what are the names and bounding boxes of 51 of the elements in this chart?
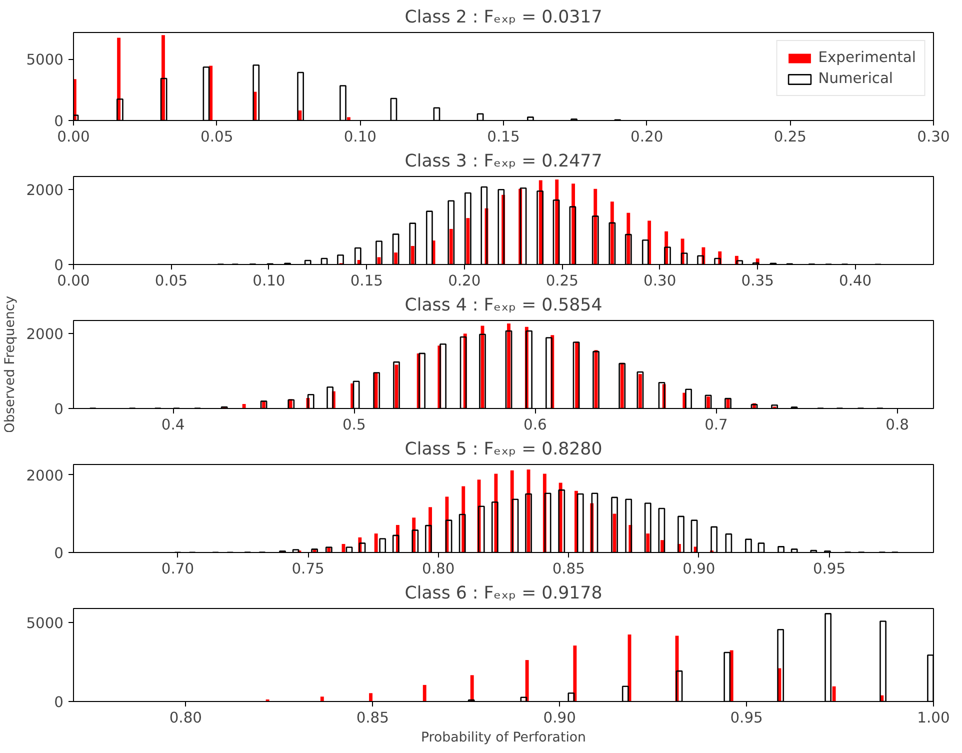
y-tick-label: 0: [54, 113, 64, 130]
legend-label: Numerical: [818, 70, 894, 87]
x-tick-label: 0.40: [839, 272, 872, 290]
y-tick-label: 2000: [26, 467, 64, 484]
x-tick-label: 0.20: [448, 272, 481, 290]
x-tick-label: 0.85: [552, 560, 585, 578]
legend-label: Experimental: [818, 49, 916, 66]
y-tick-label: 0: [54, 401, 64, 418]
chart-title: Class 4 : Fₑₓₚ = 0.5854: [404, 296, 602, 316]
x-tick-label: 0.30: [644, 272, 676, 290]
x-tick-label: 0.95: [730, 710, 763, 726]
x-tick-label: 1.00: [917, 710, 950, 726]
chart-title: Class 3 : Fₑₓₚ = 0.2477: [404, 152, 602, 172]
x-tick-label: 0.10: [344, 128, 376, 146]
x-tick-label: 0.05: [154, 272, 188, 290]
y-tick-label: 0: [54, 545, 64, 562]
x-tick-label: 0.35: [741, 272, 774, 290]
y-tick-label: 2000: [26, 182, 64, 200]
x-tick-label: 0.25: [774, 128, 806, 146]
x-tick-label: 0.5: [342, 416, 366, 434]
y-tick-label: 0: [54, 257, 64, 274]
y-tick-label: 0: [54, 694, 64, 711]
x-axis-title: Probability of Perforation: [420, 730, 586, 746]
x-tick-label: 0.75: [292, 560, 324, 578]
x-tick-label: 0.95: [812, 560, 846, 578]
y-tick-label: 5000: [26, 615, 64, 632]
chart-title: Class 5 : Fₑₓₚ = 0.8280: [404, 440, 602, 460]
y-axis-title: Observed Frequency: [3, 296, 18, 434]
x-tick-label: 0.70: [161, 560, 194, 578]
chart-title: Class 6 : Fₑₓₚ = 0.9178: [404, 584, 602, 604]
y-tick-label: 5000: [26, 52, 64, 69]
y-tick-label: 2000: [26, 326, 64, 344]
x-tick-label: 0.00: [57, 272, 90, 290]
x-tick-label: 0.30: [917, 128, 950, 146]
x-tick-label: 0.7: [704, 416, 728, 434]
x-tick-label: 0.8: [886, 416, 909, 434]
x-tick-label: 0.6: [524, 416, 547, 434]
chart-title: Class 2 : Fₑₓₚ = 0.0317: [404, 8, 602, 28]
x-tick-label: 0.15: [350, 272, 384, 290]
x-tick-label: 0.90: [543, 710, 576, 726]
x-tick-label: 0.90: [682, 560, 716, 578]
x-tick-label: 0.15: [487, 128, 520, 146]
x-tick-label: 0.05: [200, 128, 234, 146]
x-tick-label: 0.20: [630, 128, 664, 146]
x-tick-label: 0.4: [161, 416, 185, 434]
x-tick-label: 0.85: [356, 710, 389, 726]
x-tick-label: 0.10: [252, 272, 286, 290]
x-tick-label: 0.25: [546, 272, 578, 290]
x-tick-label: 0.80: [169, 710, 202, 726]
x-tick-label: 0.80: [422, 560, 455, 578]
x-tick-label: 0.00: [57, 128, 90, 146]
